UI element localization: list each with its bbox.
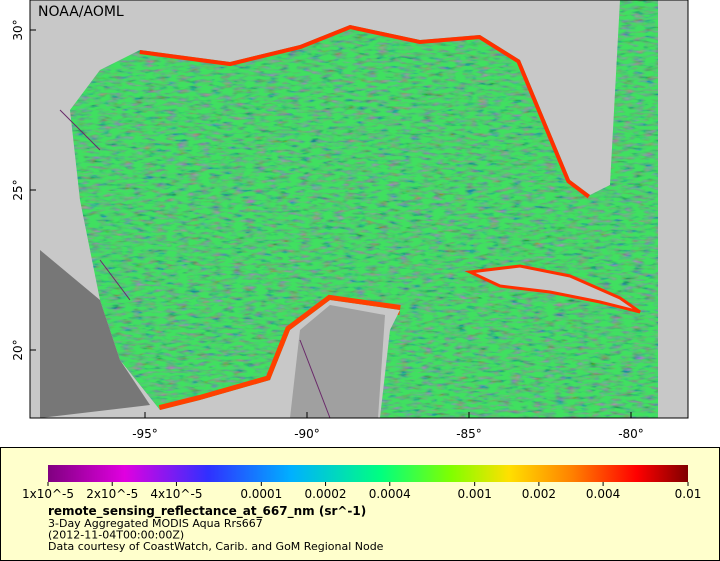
lon-label: -95° bbox=[132, 427, 158, 441]
border bbox=[59, 109, 331, 419]
cuba bbox=[464, 264, 641, 314]
no-data bbox=[40, 250, 150, 418]
colorbar-label: 4x10^-5 bbox=[150, 487, 202, 501]
legend-line: 3-Day Aggregated MODIS Aqua Rrs667 bbox=[48, 517, 263, 530]
colorbar-label: 1x10^-5 bbox=[22, 487, 74, 501]
lon-label: -85° bbox=[456, 427, 482, 441]
colorbar-label: 0.0002 bbox=[305, 487, 347, 501]
colorbar-label: 0.002 bbox=[522, 487, 556, 501]
lon-label: -80° bbox=[618, 427, 644, 441]
colorbar bbox=[48, 465, 688, 482]
legend-line: Data courtesy of CoastWatch, Carib. and … bbox=[48, 540, 384, 553]
lon-label: -90° bbox=[294, 427, 320, 441]
legend-line: (2012-11-04T00:00:00Z) bbox=[48, 529, 184, 542]
colorbar-label: 0.004 bbox=[586, 487, 620, 501]
colorbar-label: 0.01 bbox=[675, 487, 702, 501]
colorbar-label: 2x10^-5 bbox=[86, 487, 138, 501]
legend-variable: remote_sensing_reflectance_at_667_nm (sr… bbox=[48, 504, 366, 519]
no-data bbox=[290, 305, 385, 418]
lat-label: 25° bbox=[11, 179, 25, 200]
colorbar-label: 0.0004 bbox=[369, 487, 411, 501]
colorbar-label: 0.0001 bbox=[240, 487, 282, 501]
lat-label: 30° bbox=[11, 19, 25, 40]
map-frame bbox=[29, 0, 689, 419]
source-label: NOAA/AOML bbox=[38, 4, 124, 20]
lat-label: 20° bbox=[11, 339, 25, 360]
colorbar-label: 0.001 bbox=[457, 487, 491, 501]
